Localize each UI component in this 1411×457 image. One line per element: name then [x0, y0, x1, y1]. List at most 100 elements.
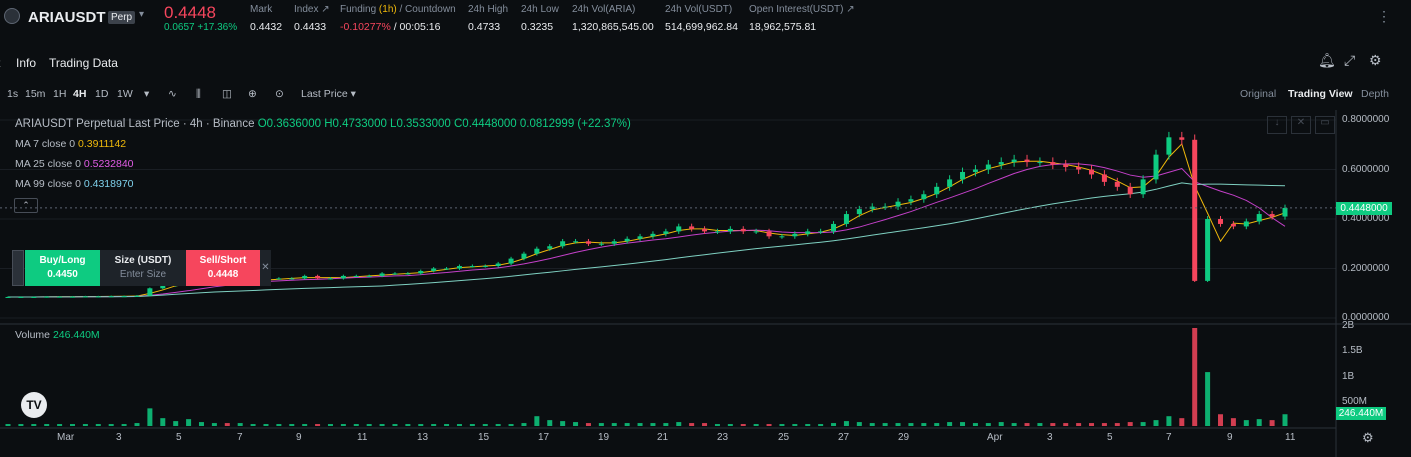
volume-bar: [741, 424, 746, 426]
volume-bar: [122, 424, 127, 426]
candle-body: [818, 231, 823, 232]
candle-body: [638, 236, 643, 238]
size-input[interactable]: Size (USDT) Enter Size: [100, 250, 186, 286]
candle-body: [457, 266, 462, 268]
expand-icon[interactable]: ⤢: [1344, 52, 1355, 69]
volume-bar: [212, 423, 217, 426]
interval-1h[interactable]: 1H: [53, 88, 66, 100]
symbol-name[interactable]: ARIAUSDT: [28, 9, 106, 26]
contract-badge: Perp: [108, 11, 135, 24]
volume-bar: [754, 424, 759, 426]
candle-body: [405, 273, 410, 274]
tab-trading-data[interactable]: Trading Data: [49, 56, 118, 70]
volume-bar: [1037, 423, 1042, 426]
drag-handle[interactable]: [12, 250, 24, 286]
candle-body: [844, 214, 849, 224]
indicators-icon[interactable]: ∿: [168, 88, 177, 100]
candle-body: [289, 278, 294, 279]
tradingview-logo-icon[interactable]: TV: [21, 392, 47, 418]
volume-bar: [83, 424, 88, 426]
bell-icon[interactable]: 🔔︎: [1318, 52, 1336, 69]
ma99-legend: MA 99 close 0 0.4318970: [15, 178, 134, 190]
candle-body: [625, 239, 630, 241]
interval-15m[interactable]: 15m: [25, 88, 45, 100]
view-original[interactable]: Original: [1240, 88, 1276, 100]
volume-bar: [921, 423, 926, 426]
candle-body: [573, 241, 578, 242]
tab-info[interactable]: Info: [16, 56, 36, 70]
view-depth[interactable]: Depth: [1361, 88, 1389, 100]
candle-body: [921, 194, 926, 199]
candle-body: [392, 273, 397, 274]
volume-bar: [238, 423, 243, 426]
funding-value: -0.10277% / 00:05:16: [340, 21, 440, 33]
candle-body: [276, 278, 281, 279]
symbol-dropdown-icon[interactable]: ▾: [139, 9, 144, 20]
candle-body: [147, 288, 152, 295]
volume-bar: [186, 419, 191, 426]
index-label[interactable]: Index ↗: [294, 4, 330, 15]
volume-bar: [289, 424, 294, 426]
interval-dropdown-icon[interactable]: ▾: [144, 88, 149, 100]
volume-bar: [405, 424, 410, 426]
interval-4h[interactable]: 4H: [73, 88, 86, 100]
candle-body: [534, 249, 539, 254]
volume-bar: [1050, 423, 1055, 426]
candle-body: [496, 264, 501, 266]
volume-bar: [1166, 416, 1171, 426]
camera-icon[interactable]: ◫: [222, 88, 232, 100]
volume-bar: [857, 422, 862, 426]
settings-icon[interactable]: ⚙: [1369, 52, 1382, 69]
aria-logo-icon: [4, 8, 20, 24]
time-axis-label: 3: [1047, 432, 1053, 443]
volume-bar: [1218, 414, 1223, 426]
time-axis-label: 17: [538, 432, 549, 443]
interval-1d[interactable]: 1D: [95, 88, 108, 100]
volume-bar: [1154, 420, 1159, 426]
add-icon[interactable]: ⊕: [248, 88, 257, 100]
volume-bar: [844, 421, 849, 426]
buy-long-button[interactable]: Buy/Long 0.4450: [25, 250, 100, 286]
candle-body: [1231, 224, 1236, 226]
open-interest-label[interactable]: Open Interest(USDT) ↗: [749, 4, 855, 15]
chart-type-icon[interactable]: ⫼: [196, 88, 201, 101]
funding-label: Funding (1h) / Countdown: [340, 4, 456, 15]
candle-body: [1141, 179, 1146, 194]
candle-body: [418, 271, 423, 273]
target-icon[interactable]: ⊙: [275, 88, 284, 100]
low-24h-value: 0.3235: [521, 21, 553, 33]
chart-title: ARIAUSDT Perpetual Last Price · 4h · Bin…: [15, 118, 631, 130]
price-type-select[interactable]: Last Price ▾: [301, 88, 356, 100]
interval-1w[interactable]: 1W: [117, 88, 133, 100]
close-icon[interactable]: ✕: [1291, 116, 1311, 134]
candle-body: [689, 226, 694, 228]
volume-bar: [109, 424, 114, 426]
candle-body: [1128, 187, 1133, 194]
candle-body: [805, 231, 810, 233]
volume-bar: [767, 424, 772, 426]
time-axis-label: 11: [1285, 432, 1295, 443]
high-24h-label: 24h High: [468, 4, 508, 15]
volume-tag: 246.440M: [1336, 407, 1386, 420]
maximize-icon[interactable]: ▭: [1315, 116, 1335, 134]
ma25-legend: MA 25 close 0 0.5232840: [15, 158, 134, 170]
volume-bar: [947, 422, 952, 426]
close-trade-panel-icon[interactable]: ✕: [260, 250, 271, 286]
collapse-legend-button[interactable]: ⌃: [14, 198, 38, 213]
sell-short-button[interactable]: Sell/Short 0.4448: [186, 250, 260, 286]
candle-body: [509, 259, 514, 264]
more-menu-icon[interactable]: ⋮: [1377, 8, 1391, 25]
chart-settings-icon[interactable]: ⚙: [1362, 430, 1374, 446]
candle-body: [663, 231, 668, 233]
index-value: 0.4433: [294, 21, 326, 33]
candle-body: [367, 276, 372, 277]
down-arrow-icon[interactable]: ↓: [1267, 116, 1287, 134]
volume-axis-label: 1B: [1342, 371, 1354, 382]
view-trading-view[interactable]: Trading View: [1288, 88, 1353, 100]
volume-bar: [354, 424, 359, 426]
candle-body: [1063, 165, 1068, 167]
vol-usdt-label: 24h Vol(USDT): [665, 4, 732, 15]
interval-1s[interactable]: 1s: [7, 88, 18, 100]
volume-bar: [638, 423, 643, 426]
candle-body: [1218, 219, 1223, 224]
